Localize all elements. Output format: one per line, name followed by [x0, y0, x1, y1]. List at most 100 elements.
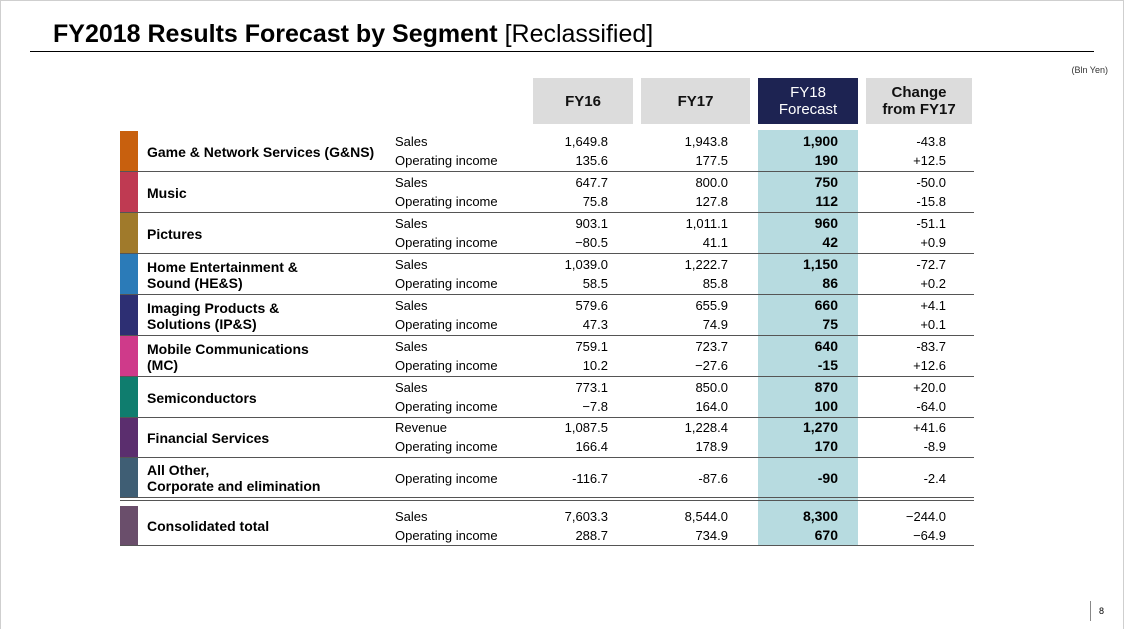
segment-color-bar	[120, 458, 138, 498]
segment-name: Pictures	[147, 225, 203, 242]
fy16-value: −80.5	[575, 235, 608, 250]
segment-name: Music	[147, 184, 187, 201]
segment-row-hes: Home Entertainment & Sound (HE&S) Sales …	[120, 254, 974, 295]
fy18-value: 670	[814, 527, 838, 543]
fy17-value: 1,943.8	[684, 134, 728, 149]
metric-label: Sales	[395, 509, 428, 524]
title-rest: [Reclassified]	[497, 20, 654, 48]
change-value: +12.5	[913, 153, 946, 168]
fy18-value: 1,270	[802, 419, 838, 435]
table-row: Sales 1,649.8 1,943.8 1,900 -43.8	[120, 132, 974, 151]
segment-name-line1: All Other,	[147, 462, 210, 478]
title-bold: FY2018 Results Forecast by Segment	[53, 20, 498, 48]
fy16-value: 1,087.5	[564, 420, 608, 435]
change-value: +41.6	[913, 420, 946, 435]
metric-label: Operating income	[395, 276, 498, 291]
change-value: -83.7	[916, 339, 946, 354]
change-value: +0.2	[920, 276, 946, 291]
table-row: Operating income −80.5 41.1 42 +0.9	[120, 233, 974, 252]
segment-name-line2: Solutions (IP&S)	[147, 315, 257, 332]
fy16-value: 7,603.3	[564, 509, 608, 524]
segment-color-bar	[120, 506, 138, 546]
fy18-value: 100	[814, 398, 838, 414]
metric-label: Operating income	[395, 235, 498, 250]
fy16-value: 288.7	[575, 528, 608, 543]
segment-color-bar	[120, 418, 138, 458]
segment-name-line2: Corporate and elimination	[147, 478, 321, 494]
page-number: 8	[1090, 601, 1104, 621]
fy16-value: 135.6	[575, 153, 608, 168]
table-row: Sales 773.1 850.0 870 +20.0	[120, 378, 974, 397]
row-separator	[120, 171, 974, 172]
table-row: Operating income 10.2 −27.6 -15 +12.6	[120, 356, 974, 375]
header-change-line2: from FY17	[882, 101, 956, 118]
fy18-value: 870	[814, 379, 838, 395]
header-change: Change from FY17	[866, 78, 972, 124]
fy16-value: 773.1	[575, 380, 608, 395]
table-row: Revenue 1,087.5 1,228.4 1,270 +41.6	[120, 418, 974, 437]
segment-color-bar	[120, 131, 138, 172]
fy18-value: 660	[814, 297, 838, 313]
metric-label: Sales	[395, 298, 428, 313]
fy17-value: -87.6	[698, 471, 728, 486]
change-value: -72.7	[916, 257, 946, 272]
row-separator	[120, 335, 974, 336]
segment-row-financial: Financial Services Revenue 1,087.5 1,228…	[120, 418, 974, 458]
table-row: Sales 579.6 655.9 660 +4.1	[120, 296, 974, 315]
row-separator	[120, 545, 974, 546]
fy18-value: 960	[814, 215, 838, 231]
metric-label: Operating income	[395, 399, 498, 414]
change-value: +0.9	[920, 235, 946, 250]
fy17-value: 41.1	[702, 235, 728, 250]
header-fy17: FY17	[641, 78, 750, 124]
fy18-value: 8,300	[802, 508, 838, 524]
segment-row-total: Consolidated total Sales 7,603.3 8,544.0…	[120, 506, 974, 546]
metric-label: Sales	[395, 216, 428, 231]
fy16-value: 75.8	[582, 194, 608, 209]
metric-label: Operating income	[395, 194, 498, 209]
table-row: Sales 1,039.0 1,222.7 1,150 -72.7	[120, 255, 974, 274]
double-rule	[120, 500, 974, 503]
table-row: Sales 903.1 1,011.1 960 -51.1	[120, 214, 974, 233]
change-value: +12.6	[913, 358, 946, 373]
fy16-value: 647.7	[575, 175, 608, 190]
header-fy18-forecast: FY18 Forecast	[758, 78, 858, 124]
segment-name-line2: (MC)	[147, 356, 179, 373]
fy17-value: 800.0	[695, 175, 728, 190]
change-value: -8.9	[923, 439, 946, 454]
fy17-value: 177.5	[695, 153, 728, 168]
fy16-value: 10.2	[582, 358, 608, 373]
change-value: -64.0	[916, 399, 946, 414]
segment-name: Home Entertainment & Sound (HE&S)	[147, 254, 397, 295]
fy17-value: 1,228.4	[684, 420, 728, 435]
title-underline	[30, 51, 1094, 52]
header-change-line1: Change	[891, 84, 947, 101]
fy17-value: 127.8	[695, 194, 728, 209]
segment-color-bar	[120, 295, 138, 336]
change-value: -2.4	[923, 471, 946, 486]
fy17-value: 1,011.1	[685, 216, 728, 231]
fy18-value: 170	[814, 438, 838, 454]
segment-name: Imaging Products & Solutions (IP&S)	[147, 295, 397, 336]
header-fy16: FY16	[533, 78, 633, 124]
table-row: Sales 759.1 723.7 640 -83.7	[120, 337, 974, 356]
segment-row-music: Music Sales 647.7 800.0 750 -50.0 Operat…	[120, 172, 974, 213]
row-separator	[120, 497, 974, 498]
unit-label: (Bln Yen)	[1071, 65, 1108, 75]
table-row: Operating income 75.8 127.8 112 -15.8	[120, 192, 974, 211]
fy17-value: 850.0	[695, 380, 728, 395]
segment-color-bar	[120, 213, 138, 254]
header-fy18-line1: FY18	[790, 84, 826, 101]
fy16-value: 47.3	[582, 317, 608, 332]
row-separator	[120, 253, 974, 254]
metric-label: Sales	[395, 380, 428, 395]
change-value: -50.0	[916, 175, 946, 190]
header-fy18-line2: Forecast	[778, 101, 838, 118]
fy16-value: -116.7	[572, 471, 608, 486]
row-separator	[120, 212, 974, 213]
change-value: +0.1	[920, 317, 946, 332]
metric-label: Sales	[395, 257, 428, 272]
fy17-value: 723.7	[695, 339, 728, 354]
segment-name: Consolidated total	[147, 518, 270, 534]
change-value: +20.0	[913, 380, 946, 395]
